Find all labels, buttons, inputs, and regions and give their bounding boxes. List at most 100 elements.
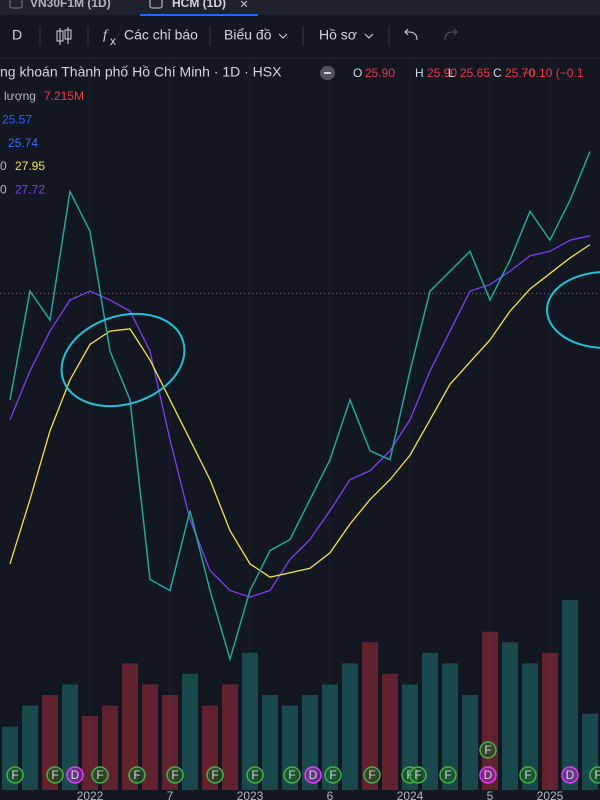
x-tick-label: 2022 bbox=[77, 789, 104, 800]
event-marker bbox=[246, 766, 264, 784]
tab-icon bbox=[149, 0, 163, 9]
volume-bar bbox=[302, 695, 318, 790]
volume-bar bbox=[522, 663, 538, 790]
volume-bar bbox=[122, 663, 138, 790]
interval-button[interactable]: D bbox=[12, 27, 22, 43]
event-marker bbox=[479, 741, 497, 759]
event-label: F bbox=[329, 768, 336, 782]
chevron bbox=[278, 33, 288, 39]
volume-bar bbox=[222, 684, 238, 790]
event-label: F bbox=[288, 768, 295, 782]
event-marker bbox=[589, 766, 600, 784]
tab-close[interactable]: × bbox=[240, 0, 248, 12]
indicator-value: 27.95 bbox=[15, 159, 45, 173]
event-label: F bbox=[594, 768, 600, 782]
x-tick-label: 7 bbox=[167, 789, 174, 800]
tab-icon bbox=[9, 0, 23, 9]
indicator-label: lượng bbox=[4, 89, 36, 103]
volume-bar bbox=[162, 695, 178, 790]
event-marker bbox=[519, 766, 537, 784]
indicator-label: 0 bbox=[0, 159, 7, 173]
event-label: F bbox=[96, 768, 103, 782]
event-marker bbox=[283, 766, 301, 784]
change: −0.10 (−0.1 bbox=[522, 66, 584, 80]
event-marker bbox=[439, 766, 457, 784]
ohlc-value: 25.90 bbox=[427, 66, 457, 80]
event-marker bbox=[46, 766, 64, 784]
volume-bar bbox=[182, 673, 198, 790]
ohlc-label: H bbox=[415, 66, 424, 80]
chevron bbox=[364, 33, 374, 39]
event-label: F bbox=[368, 768, 375, 782]
event-marker bbox=[6, 766, 24, 784]
event-marker bbox=[409, 766, 427, 784]
x-tick-label: 5 bbox=[487, 789, 494, 800]
ohlc-label: C bbox=[493, 66, 502, 80]
annotation-ellipse bbox=[546, 271, 600, 349]
fx-icon-x: x bbox=[110, 34, 116, 48]
event-label: D bbox=[484, 768, 493, 782]
annotation-ellipse bbox=[60, 312, 186, 408]
volume-bar bbox=[22, 705, 38, 790]
fx-icon[interactable]: f bbox=[103, 28, 109, 43]
ohlc-value: 25.70 bbox=[505, 66, 535, 80]
x-tick-label: 6 bbox=[327, 789, 334, 800]
event-label: F bbox=[171, 768, 178, 782]
event-label: D bbox=[71, 768, 80, 782]
indicator-value: 27.72 bbox=[15, 182, 45, 196]
profile-button[interactable]: Hồ sơ bbox=[319, 27, 357, 43]
ohlc: O 25.90 H 25.90L 25.65 C 25.70 bbox=[353, 66, 535, 80]
volume-bar bbox=[502, 642, 518, 790]
event-marker bbox=[166, 766, 184, 784]
volume-bar bbox=[542, 652, 558, 790]
event-marker bbox=[206, 766, 224, 784]
series-line bbox=[9, 151, 591, 662]
volume-bar bbox=[442, 663, 458, 790]
event-label: F bbox=[211, 768, 218, 782]
plot: 2022 7 2023 6 2024 5 2025 bbox=[0, 60, 600, 800]
ohlc-value: 25.90 bbox=[365, 66, 395, 80]
indicator-value: 25.74 bbox=[8, 136, 38, 150]
event-marker bbox=[128, 766, 146, 784]
x-tick-label: 2023 bbox=[237, 789, 264, 800]
event-label: F bbox=[11, 768, 18, 782]
symbol-title: ng khoán Thành phố Hồ Chí Minh · 1D · HS… bbox=[0, 64, 282, 80]
event-marker bbox=[479, 766, 497, 784]
tab[interactable]: VN30F1M (1D) bbox=[30, 0, 111, 10]
ohlc-label: L bbox=[448, 66, 455, 80]
indicator-label: 0 bbox=[0, 182, 7, 196]
event-label: F bbox=[524, 768, 531, 782]
event-marker bbox=[91, 766, 109, 784]
undo-button[interactable] bbox=[404, 28, 418, 41]
event-marker bbox=[561, 766, 579, 784]
indicator-value: 7.215M bbox=[44, 89, 84, 103]
event-marker bbox=[304, 766, 322, 784]
ohlc-value: 25.65 bbox=[460, 66, 490, 80]
volume-bar bbox=[342, 663, 358, 790]
volume-bar bbox=[402, 684, 418, 790]
indicators-button[interactable]: Các chỉ báo bbox=[124, 27, 198, 43]
chart-type-button[interactable] bbox=[56, 27, 72, 45]
event-label: F bbox=[133, 768, 140, 782]
x-tick-label: 2024 bbox=[397, 789, 424, 800]
volume-bar bbox=[142, 684, 158, 790]
event-marker bbox=[363, 766, 381, 784]
event-label: F bbox=[414, 768, 421, 782]
tab-active[interactable]: HCM (1D) bbox=[172, 0, 226, 10]
event-label: D bbox=[309, 768, 318, 782]
event-label: F bbox=[251, 768, 258, 782]
volume-bar bbox=[462, 695, 478, 790]
volume-bar bbox=[562, 600, 578, 790]
ohlc-label: O bbox=[353, 66, 362, 80]
volume-bar bbox=[62, 684, 78, 790]
volume-bar bbox=[382, 673, 398, 790]
volume-bar bbox=[422, 652, 438, 790]
event-label: F bbox=[484, 743, 491, 757]
x-tick-label: 2025 bbox=[537, 789, 564, 800]
event-marker bbox=[66, 766, 84, 784]
redo-button[interactable] bbox=[444, 28, 458, 41]
chart-button[interactable]: Biểu đồ bbox=[224, 27, 272, 43]
events: FFDFFFFFFDFFFFFDFFDF bbox=[6, 741, 600, 784]
